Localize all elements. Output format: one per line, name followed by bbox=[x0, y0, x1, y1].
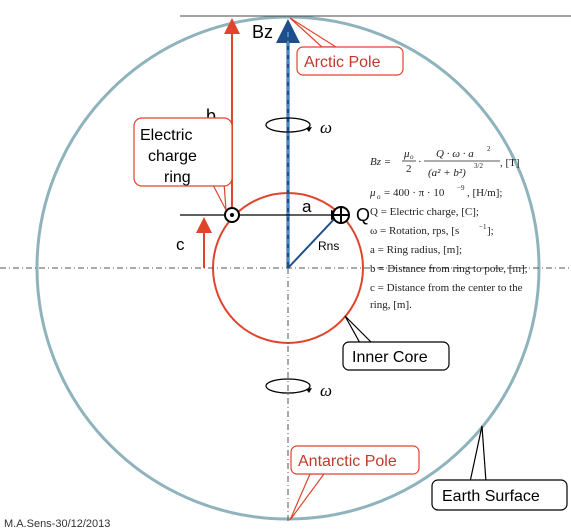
svg-text:Arctic Pole: Arctic Pole bbox=[304, 54, 381, 71]
earth-surface-callout: Earth Surface bbox=[431, 425, 568, 511]
svg-text:2: 2 bbox=[406, 163, 412, 175]
arctic-pole-callout: Arctic Pole bbox=[289, 17, 404, 76]
mu0-numerator: μ bbox=[403, 148, 410, 160]
bz-unit: , [T] bbox=[500, 157, 520, 169]
mu0-exponent: −9 bbox=[457, 184, 465, 192]
bz-exponent: 3/2 bbox=[474, 162, 483, 170]
svg-text:o: o bbox=[410, 153, 414, 161]
svg-text:Antarctic Pole: Antarctic Pole bbox=[298, 453, 397, 470]
electric-charge-ring-callout: Electric charge ring bbox=[133, 117, 233, 211]
omega-exponent: −1 bbox=[479, 223, 487, 231]
rotation-arrow-bottom bbox=[265, 378, 312, 394]
antarctic-pole-callout: Antarctic Pole bbox=[289, 445, 420, 521]
svg-text:2: 2 bbox=[487, 145, 491, 153]
omega-bottom-label: ω bbox=[320, 381, 332, 400]
rns-radius-line bbox=[287, 214, 339, 269]
bz-numerator: Q · ω · a bbox=[436, 148, 474, 160]
svg-text:Inner Core: Inner Core bbox=[352, 349, 428, 366]
omega-end: ]; bbox=[487, 225, 494, 237]
svg-text:μ: μ bbox=[369, 187, 376, 199]
mu0-line: = 400 · π · 10 bbox=[384, 187, 445, 199]
left-charge-symbol bbox=[224, 207, 240, 223]
bz-label: Bz bbox=[252, 22, 273, 42]
svg-text:·: · bbox=[418, 156, 422, 168]
svg-text:Earth Surface: Earth Surface bbox=[442, 488, 540, 505]
omega-top-label: ω bbox=[320, 118, 332, 137]
a-definition: a = Ring radius, [m]; bbox=[370, 244, 462, 256]
equation-block: Bz = μ o 2 · Q · ω · a 2 (a² + b²) 3/2 ,… bbox=[369, 145, 528, 311]
q-definition: Q = Electric charge, [C]; bbox=[370, 206, 479, 218]
svg-text:charge: charge bbox=[148, 148, 197, 165]
rotation-arrow-top bbox=[265, 117, 312, 133]
q-label: Q bbox=[356, 205, 370, 225]
b-definition: b = Distance from ring to pole, [m]; bbox=[370, 263, 528, 275]
c-definition-2: ring, [m]. bbox=[370, 299, 412, 311]
rns-label: Rns bbox=[318, 239, 339, 253]
inner-core-callout: Inner Core bbox=[342, 315, 450, 371]
svg-text:o: o bbox=[377, 193, 381, 201]
bz-equation-lhs: Bz = bbox=[370, 156, 391, 168]
omega-definition: ω = Rotation, rps, [s bbox=[370, 225, 459, 237]
b-label: b bbox=[206, 106, 216, 126]
svg-text:Electric: Electric bbox=[140, 127, 192, 144]
svg-text:ring: ring bbox=[164, 169, 191, 186]
c-label: c bbox=[176, 235, 185, 254]
c-definition-1: c = Distance from the center to the bbox=[370, 282, 523, 294]
right-charge-symbol bbox=[332, 206, 350, 224]
mu0-unit: , [H/m]; bbox=[467, 187, 502, 199]
a-label: a bbox=[302, 197, 312, 216]
author-credit: M.A.Sens-30/12/2013 bbox=[4, 518, 110, 530]
bz-denominator: (a² + b²) bbox=[428, 167, 466, 179]
